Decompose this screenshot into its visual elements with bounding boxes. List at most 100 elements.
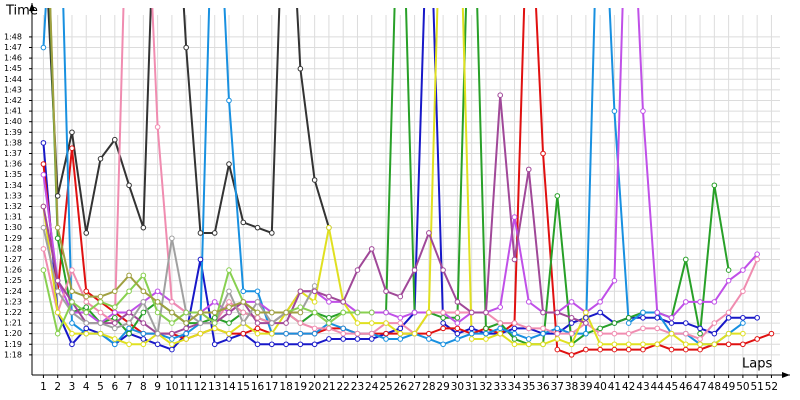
data-point <box>640 309 646 316</box>
data-point <box>740 288 746 295</box>
data-point <box>226 330 232 337</box>
data-point <box>254 314 261 321</box>
data-point <box>568 330 575 337</box>
data-point <box>725 330 732 337</box>
data-point <box>226 299 232 305</box>
data-point <box>40 44 47 51</box>
data-point <box>311 325 318 332</box>
data-point <box>611 330 618 337</box>
data-point <box>83 320 90 326</box>
data-point <box>40 246 47 252</box>
data-point <box>711 320 718 326</box>
data-point <box>311 299 318 305</box>
data-point <box>211 341 218 348</box>
data-point <box>154 330 161 337</box>
x-tick-label: 5 <box>97 381 104 393</box>
y-tick-label: 1:33 <box>4 191 22 200</box>
data-point <box>740 341 746 348</box>
data-point <box>211 325 218 332</box>
data-point <box>169 330 175 337</box>
data-point <box>226 320 232 326</box>
x-tick-label: 16 <box>251 381 265 393</box>
series-line <box>42 267 372 337</box>
data-point <box>397 293 404 300</box>
data-point <box>111 320 118 326</box>
data-point <box>40 203 47 210</box>
data-point <box>297 330 304 337</box>
data-point <box>597 299 603 305</box>
data-point <box>397 314 404 321</box>
data-point <box>311 288 318 295</box>
data-point <box>625 346 632 353</box>
data-point <box>269 330 275 337</box>
data-point <box>697 346 703 353</box>
data-point <box>83 288 90 295</box>
y-tick-label: 1:31 <box>4 213 22 222</box>
data-point <box>283 309 289 316</box>
x-tick-label: 15 <box>237 381 250 393</box>
data-point <box>69 309 75 316</box>
data-point <box>69 320 75 326</box>
data-point <box>768 330 775 337</box>
data-point <box>454 309 461 316</box>
x-tick-label: 37 <box>551 381 564 393</box>
data-point <box>140 272 147 279</box>
x-tick-label: 13 <box>208 381 221 393</box>
data-point <box>326 299 332 305</box>
plot-area <box>40 8 775 358</box>
data-point <box>240 320 247 326</box>
data-point <box>426 330 432 337</box>
data-point <box>297 341 304 348</box>
x-tick-label: 45 <box>665 381 678 393</box>
data-point <box>711 299 718 305</box>
data-point <box>111 304 118 310</box>
data-point <box>40 171 47 178</box>
data-point <box>97 155 104 162</box>
data-point <box>511 320 518 326</box>
y-tick-label: 1:38 <box>4 138 22 147</box>
data-point <box>525 336 532 342</box>
y-tick-label: 1:28 <box>4 244 22 253</box>
data-point <box>454 330 461 337</box>
data-point <box>725 309 732 316</box>
data-point <box>211 230 218 236</box>
data-point <box>97 320 104 326</box>
data-point <box>511 336 518 342</box>
data-point <box>411 309 418 316</box>
data-point <box>611 108 618 114</box>
data-point <box>226 304 232 310</box>
data-point <box>440 320 446 326</box>
x-tick-label: 18 <box>279 381 292 393</box>
data-point <box>597 341 603 348</box>
data-point <box>368 309 375 316</box>
data-point <box>554 309 561 316</box>
data-point <box>40 140 47 146</box>
y-tick-label: 1:23 <box>4 297 22 306</box>
data-point <box>69 267 75 273</box>
data-point <box>411 330 418 337</box>
x-tick-label: 12 <box>194 381 207 393</box>
data-point <box>354 336 361 342</box>
data-point <box>54 330 61 337</box>
x-tick-label: 44 <box>651 381 665 393</box>
x-tick-label: 41 <box>608 381 621 393</box>
data-point <box>640 108 646 114</box>
data-point <box>69 330 75 337</box>
data-point <box>211 309 218 316</box>
data-point <box>111 314 118 321</box>
data-point <box>140 299 147 305</box>
data-point <box>183 44 189 51</box>
data-point <box>682 341 689 348</box>
data-point <box>368 336 375 342</box>
data-point <box>668 330 675 337</box>
data-point <box>83 293 90 300</box>
data-point <box>69 341 75 348</box>
data-point <box>326 320 332 326</box>
data-point <box>126 341 132 348</box>
x-tick-label: 40 <box>593 381 606 393</box>
data-point <box>540 341 546 348</box>
data-point <box>625 320 632 326</box>
data-point <box>440 325 446 332</box>
data-point <box>697 299 703 305</box>
data-point <box>654 309 661 316</box>
